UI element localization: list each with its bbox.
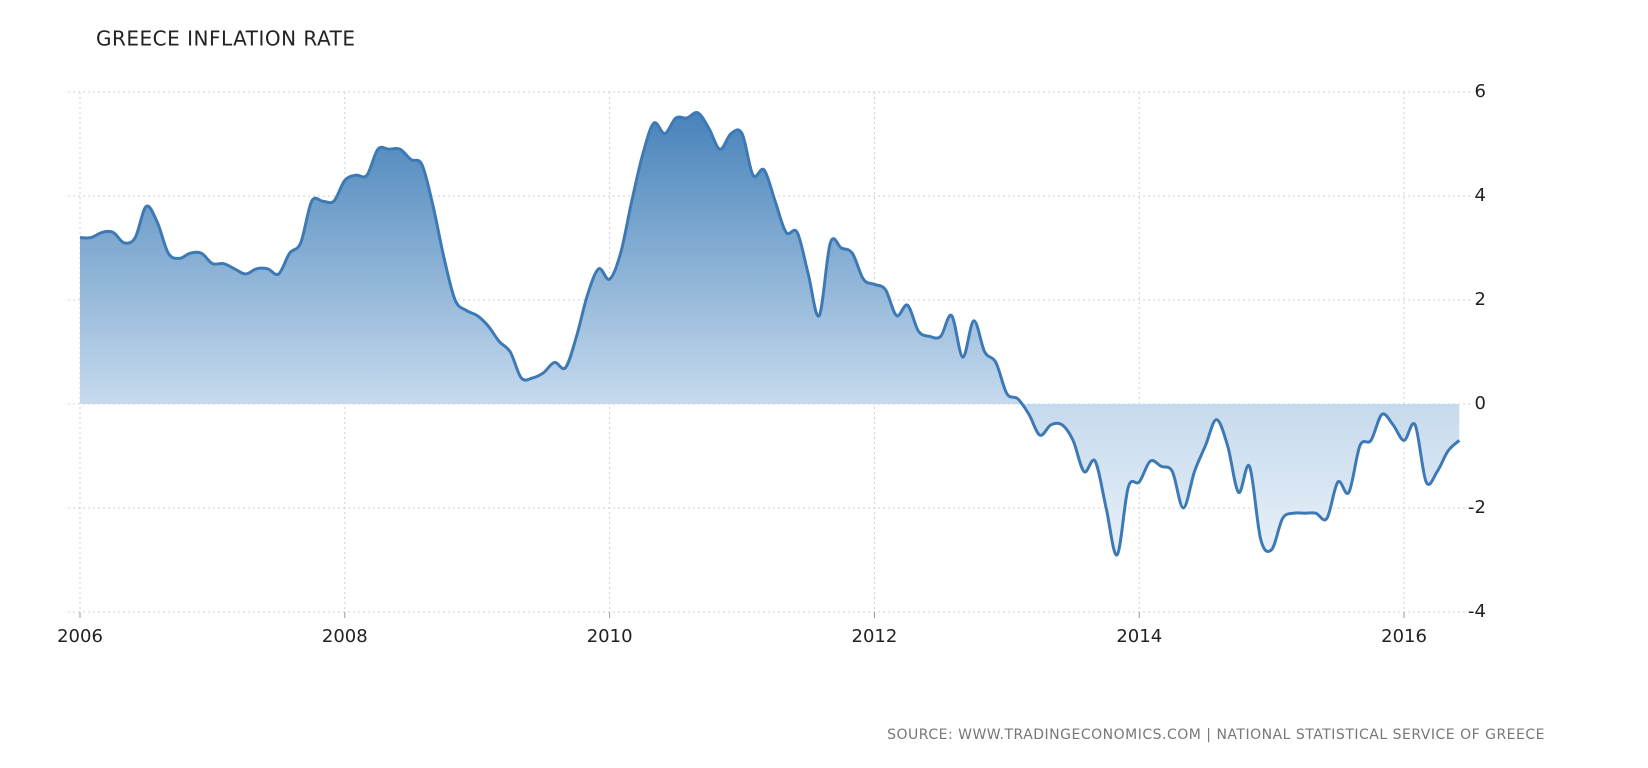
source-note: SOURCE: WWW.TRADINGECONOMICS.COM | NATIO… (887, 727, 1545, 743)
x-tick-label: 2008 (322, 626, 368, 647)
x-tick-label: 2012 (852, 626, 898, 647)
chart-title: GREECE INFLATION RATE (96, 27, 355, 51)
y-tick-label: -2 (1468, 497, 1486, 518)
line (79, 111, 1461, 557)
y-tick-label: 6 (1475, 81, 1486, 102)
x-tick-label: 2014 (1116, 626, 1162, 647)
y-tick-label: -4 (1468, 601, 1486, 622)
y-tick-label: 0 (1475, 393, 1486, 414)
y-tick-label: 4 (1475, 185, 1486, 206)
x-tick-label: 2016 (1381, 626, 1427, 647)
area-fill (80, 112, 1460, 556)
x-tick-label: 2010 (587, 626, 633, 647)
x-tick-label: 2006 (57, 626, 103, 647)
y-tick-label: 2 (1475, 289, 1486, 310)
